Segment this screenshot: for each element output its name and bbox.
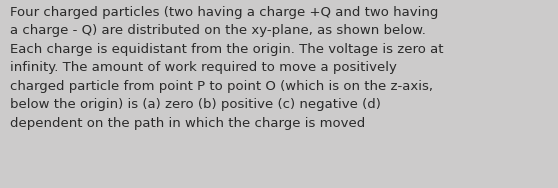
Text: Four charged particles (two having a charge +Q and two having
a charge - Q) are : Four charged particles (two having a cha… — [10, 6, 444, 130]
